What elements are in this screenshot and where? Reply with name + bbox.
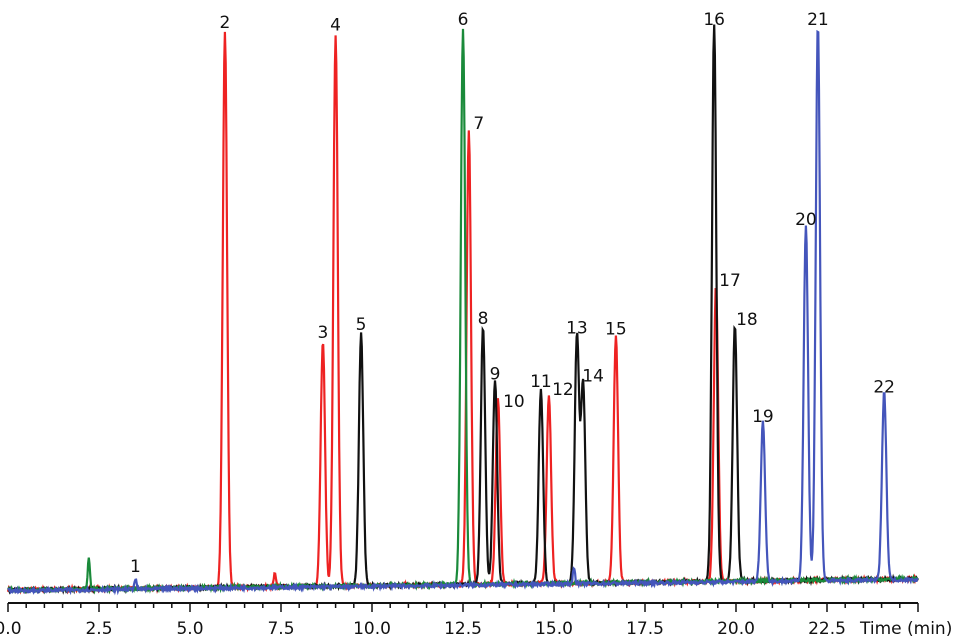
x-axis-title: Time (min) <box>859 619 952 639</box>
x-tick-label: 22.5 <box>808 619 846 639</box>
peak-label: 14 <box>582 366 604 386</box>
x-tick-label: 20.0 <box>717 619 755 639</box>
trace-black <box>7 24 919 595</box>
peak-label: 2 <box>220 13 231 33</box>
peak-label: 22 <box>873 378 895 398</box>
x-tick-label: 17.5 <box>626 619 664 639</box>
x-tick-label: 10.0 <box>353 619 391 639</box>
x-tick-label: 7.5 <box>267 619 294 639</box>
peak-label: 19 <box>752 407 774 427</box>
peak-label: 6 <box>458 10 469 30</box>
peak-label: 1 <box>130 557 141 577</box>
peak-label: 11 <box>530 372 552 392</box>
x-tick-label: 2.5 <box>85 619 112 639</box>
x-tick-label: 5.0 <box>176 619 203 639</box>
traces <box>6 24 919 596</box>
peak-label: 8 <box>478 309 489 329</box>
peak-label: 9 <box>490 364 501 384</box>
x-tick-label: 0.0 <box>0 619 22 639</box>
peak-label: 4 <box>330 16 341 36</box>
x-tick-label: 12.5 <box>444 619 482 639</box>
trace-green <box>7 28 919 595</box>
peak-label: 18 <box>736 310 758 330</box>
peak-label: 20 <box>795 210 817 230</box>
peak-label: 16 <box>703 10 725 30</box>
trace-red <box>6 31 919 595</box>
peak-label: 21 <box>807 10 829 30</box>
peak-label: 15 <box>605 320 627 340</box>
x-tick-label: 15.0 <box>535 619 573 639</box>
peak-label: 17 <box>719 271 741 291</box>
peak-label: 10 <box>503 392 525 412</box>
peak-label: 5 <box>356 315 367 335</box>
peak-label: 13 <box>566 319 588 339</box>
peak-label: 7 <box>473 114 484 134</box>
peak-label: 3 <box>317 323 328 343</box>
peak-label: 12 <box>552 380 574 400</box>
trace-blue <box>7 29 919 596</box>
x-axis: 0.0 2.5 5.0 7.5 10.0 12.5 15.0 17.5 20.0 22.5 <box>0 602 919 639</box>
